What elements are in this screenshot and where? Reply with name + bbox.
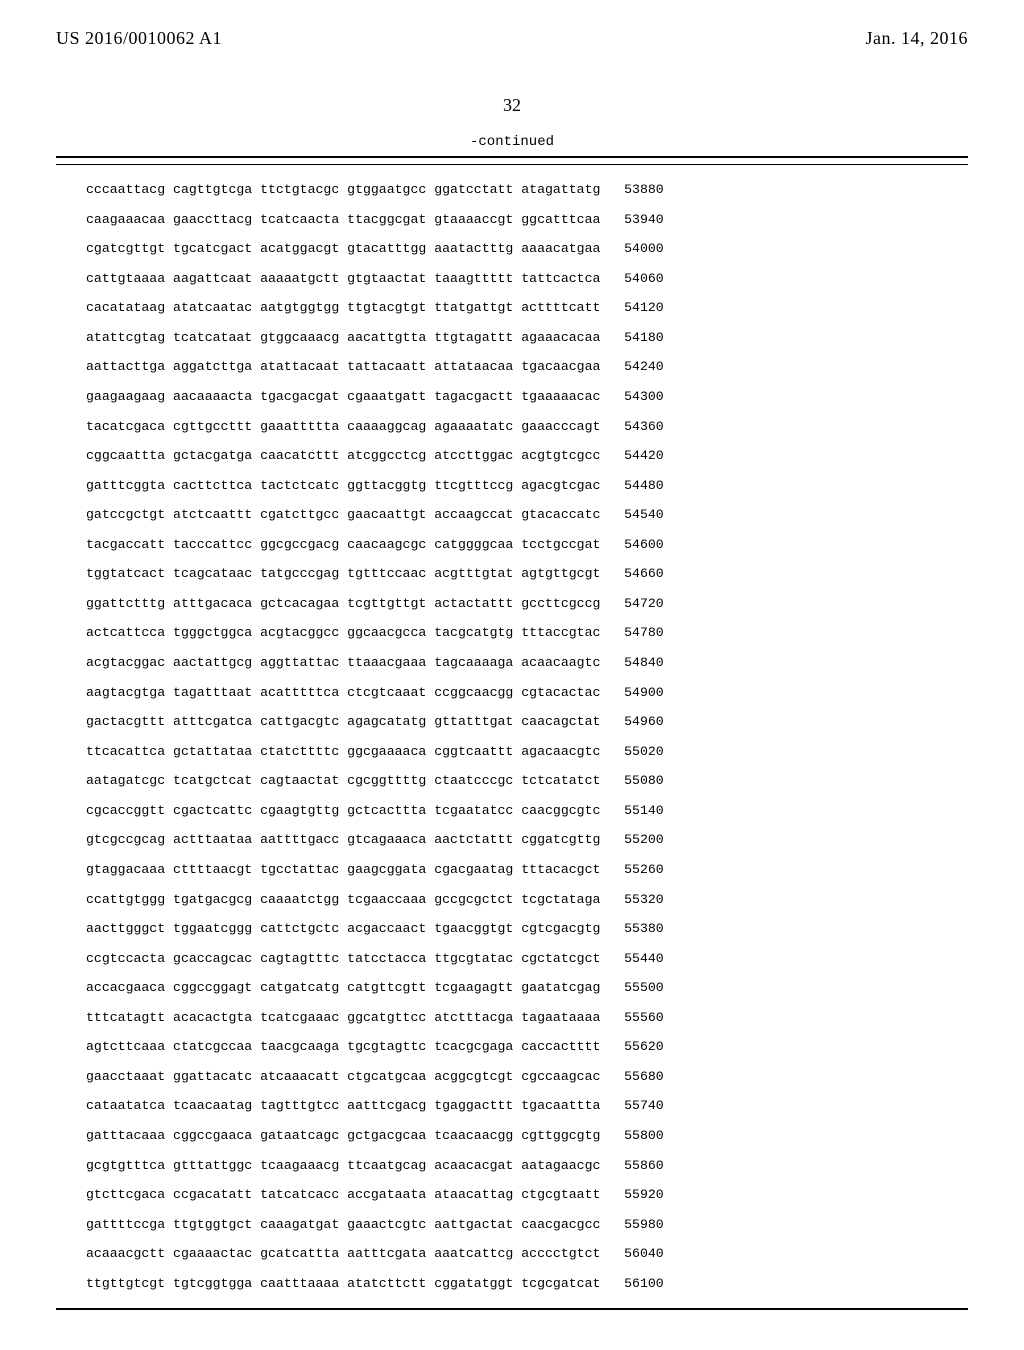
- continued-label: -continued: [56, 134, 968, 150]
- pub-date: Jan. 14, 2016: [866, 28, 969, 49]
- divider: [56, 164, 968, 165]
- page-header: US 2016/0010062 A1 Jan. 14, 2016: [56, 28, 968, 49]
- pub-number: US 2016/0010062 A1: [56, 28, 222, 49]
- sequence-block: cccaattacg cagttgtcga ttctgtacgc gtggaat…: [56, 156, 968, 1310]
- page: US 2016/0010062 A1 Jan. 14, 2016 32 -con…: [0, 0, 1024, 1350]
- sequence-listing: cccaattacg cagttgtcga ttctgtacgc gtggaat…: [56, 175, 968, 1304]
- page-number: 32: [56, 95, 968, 116]
